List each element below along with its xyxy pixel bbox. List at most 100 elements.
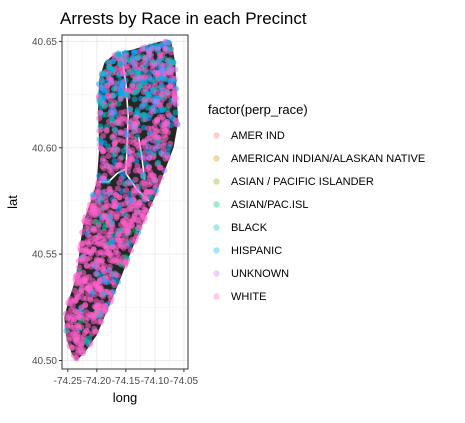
arrest-point [136, 145, 143, 152]
arrest-point [127, 180, 134, 187]
arrest-point [108, 169, 115, 176]
arrest-point [172, 101, 179, 108]
arrest-point [148, 44, 155, 51]
x-tick-label: -74.05 [170, 376, 199, 387]
arrest-point [130, 136, 137, 143]
arrest-point [129, 67, 136, 74]
arrest-point [74, 280, 81, 287]
arrest-point [156, 107, 163, 114]
arrest-point [156, 114, 163, 120]
arrest-point [97, 123, 104, 130]
arrest-point [121, 57, 128, 64]
arrest-point [108, 219, 115, 226]
arrest-point [77, 334, 84, 341]
arrest-point [71, 287, 78, 294]
arrest-point [110, 58, 116, 65]
legend-label: ASIAN / PACIFIC ISLANDER [231, 176, 374, 188]
arrest-point [89, 261, 96, 268]
arrest-point [139, 203, 146, 209]
arrest-point [166, 66, 173, 73]
legend-label: AMER IND [231, 130, 285, 142]
chart-title: Arrests by Race in each Precinct [60, 9, 307, 28]
arrest-point [95, 228, 102, 235]
arrest-point [118, 231, 125, 238]
arrest-point [171, 87, 178, 94]
arrest-point [105, 93, 112, 100]
arrest-point [157, 174, 164, 181]
arrest-point [125, 227, 132, 234]
arrest-point [115, 250, 121, 257]
arrest-point [114, 147, 121, 153]
arrest-point [73, 339, 80, 345]
legend-key-bg [208, 127, 225, 144]
arrest-point [84, 285, 91, 292]
arrest-point [114, 185, 121, 192]
arrest-point [120, 81, 126, 88]
arrest-point [127, 247, 134, 254]
arrest-point [97, 96, 104, 103]
arrest-point [147, 201, 154, 207]
arrest-point [101, 139, 108, 146]
arrest-point [164, 106, 171, 113]
arrest-point [124, 160, 131, 166]
arrest-point [173, 95, 179, 102]
arrest-point [137, 150, 144, 156]
arrest-point [159, 67, 166, 74]
y-tick-label: 40.60 [32, 143, 57, 154]
arrest-point [78, 341, 85, 348]
arrest-point [90, 247, 97, 254]
arrest-point [120, 115, 127, 122]
arrest-point [106, 267, 113, 274]
arrest-point [89, 290, 96, 296]
arrest-point [131, 187, 138, 194]
arrest-point [142, 86, 149, 93]
arrest-point [132, 124, 139, 131]
arrest-point [161, 122, 168, 129]
arrest-point [167, 78, 174, 85]
legend-label: BLACK [231, 222, 268, 234]
arrest-point [79, 229, 86, 236]
arrest-point [137, 82, 144, 89]
legend-key-bg [208, 219, 225, 236]
arrest-point [101, 308, 108, 315]
arrest-point [132, 114, 139, 121]
arrest-point [102, 204, 109, 211]
arrest-point [78, 289, 85, 296]
arrest-point [137, 168, 144, 175]
arrest-point [141, 184, 148, 191]
arrest-point [129, 147, 136, 154]
arrest-point [160, 151, 167, 158]
arrest-point [111, 158, 118, 164]
arrest-point [83, 263, 90, 269]
arrest-point [71, 297, 78, 304]
arrest-point [106, 213, 113, 220]
arrest-point [85, 227, 92, 234]
arrest-point [81, 219, 88, 226]
arrest-point [166, 144, 173, 151]
x-axis-label: long [113, 390, 138, 405]
arrest-point [145, 90, 152, 97]
arrest-point [95, 189, 102, 196]
arrest-point [141, 194, 148, 201]
arrest-point [121, 71, 128, 78]
arrest-point [99, 235, 106, 242]
arrest-point [113, 271, 119, 278]
arrest-point [116, 194, 123, 201]
arrest-point [140, 112, 146, 119]
legend-title: factor(perp_race) [208, 102, 308, 117]
arrest-point [134, 107, 141, 114]
arrest-point [150, 108, 157, 115]
arrest-point [106, 185, 113, 192]
arrest-point [129, 83, 136, 90]
arrest-point [80, 295, 87, 302]
arrest-point [95, 180, 102, 187]
arrest-point [73, 292, 80, 299]
arrest-point [133, 60, 140, 67]
arrest-point [109, 239, 116, 246]
arrest-point [73, 328, 80, 335]
panel-border [61, 34, 189, 370]
arrest-point [75, 347, 81, 354]
arrest-point [90, 196, 97, 203]
arrest-point [100, 251, 107, 258]
arrest-point [141, 55, 148, 62]
